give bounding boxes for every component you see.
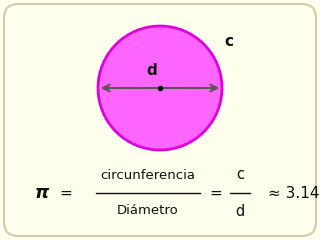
FancyBboxPatch shape [4, 4, 316, 236]
Text: π: π [35, 184, 49, 202]
Text: Diámetro: Diámetro [117, 204, 179, 217]
Circle shape [98, 26, 222, 150]
Text: c: c [236, 167, 244, 182]
Text: =: = [210, 186, 222, 200]
Text: circunferencia: circunferencia [100, 169, 196, 182]
Text: d: d [236, 204, 244, 219]
Text: =: = [60, 186, 72, 200]
Text: c: c [224, 34, 233, 49]
Text: ≈ 3.14: ≈ 3.14 [268, 186, 319, 200]
Text: d: d [147, 63, 157, 78]
